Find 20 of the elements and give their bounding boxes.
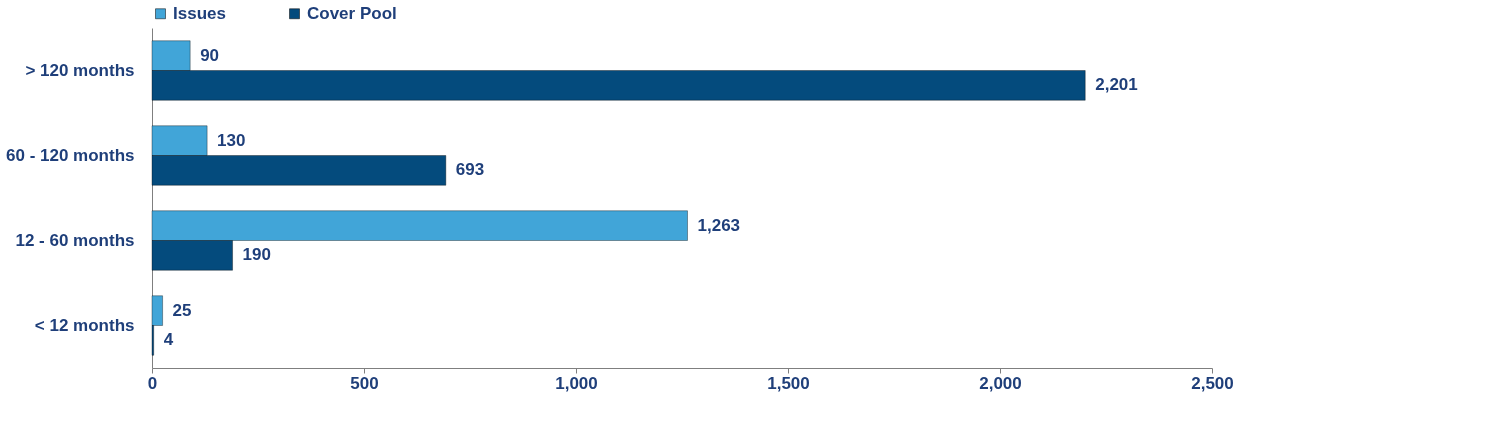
- legend-label: Cover Pool: [307, 3, 397, 23]
- x-tick-label: 2,000: [979, 373, 1022, 393]
- data-label: 25: [172, 300, 192, 320]
- x-tick-label: 1,000: [555, 373, 598, 393]
- legend-label: Issues: [173, 3, 226, 23]
- data-label: 190: [242, 245, 271, 265]
- data-label: 693: [455, 160, 485, 180]
- x-tick-label: 0: [147, 373, 158, 393]
- y-tick-label: 12 - 60 months: [15, 230, 135, 250]
- x-tick-label: 2,500: [1191, 373, 1234, 393]
- data-label: 90: [200, 45, 220, 65]
- y-tick-label: < 12 months: [34, 315, 135, 335]
- y-tick-label: 60 - 120 months: [6, 145, 135, 165]
- data-label: 2,201: [1095, 75, 1138, 95]
- data-label: 130: [217, 130, 246, 150]
- x-tick-label: 500: [350, 373, 379, 393]
- y-tick-label: > 120 months: [25, 60, 135, 80]
- data-label: 4: [163, 330, 174, 350]
- x-tick-label: 1,500: [767, 373, 810, 393]
- data-label: 1,263: [697, 215, 741, 235]
